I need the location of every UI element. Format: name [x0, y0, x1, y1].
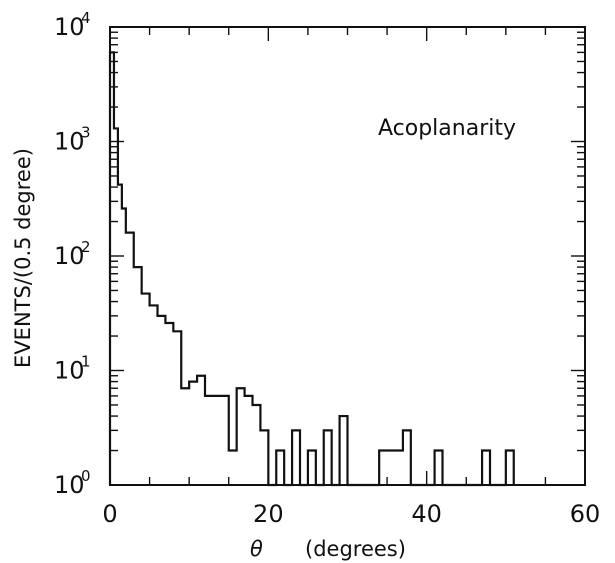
y-tick-exponent: 2: [81, 238, 91, 256]
y-tick-exponent: 4: [81, 9, 91, 27]
plot-frame: [109, 26, 586, 486]
x-tick-label: 40: [411, 500, 442, 528]
y-tick-label: 10: [54, 242, 85, 270]
x-tick-label: 20: [253, 500, 284, 528]
chart-annotation: Acoplanarity: [378, 116, 516, 141]
x-tick-label: 0: [102, 500, 117, 528]
y-tick-exponent: 1: [81, 353, 91, 371]
y-tick-label: 10: [54, 357, 85, 385]
x-axis-symbol: θ: [250, 537, 263, 561]
y-tick-label: 10: [54, 471, 85, 499]
histogram-series: [108, 51, 515, 487]
y-axis-label: EVENTS/(0.5 degree): [11, 148, 35, 368]
y-tick-label: 10: [54, 128, 85, 156]
x-axis-units: (degrees): [305, 537, 406, 561]
y-tick-exponent: 0: [81, 467, 91, 485]
y-tick-label: 10: [54, 13, 85, 41]
y-tick-exponent: 3: [81, 124, 91, 142]
x-tick-label: 60: [570, 500, 601, 528]
